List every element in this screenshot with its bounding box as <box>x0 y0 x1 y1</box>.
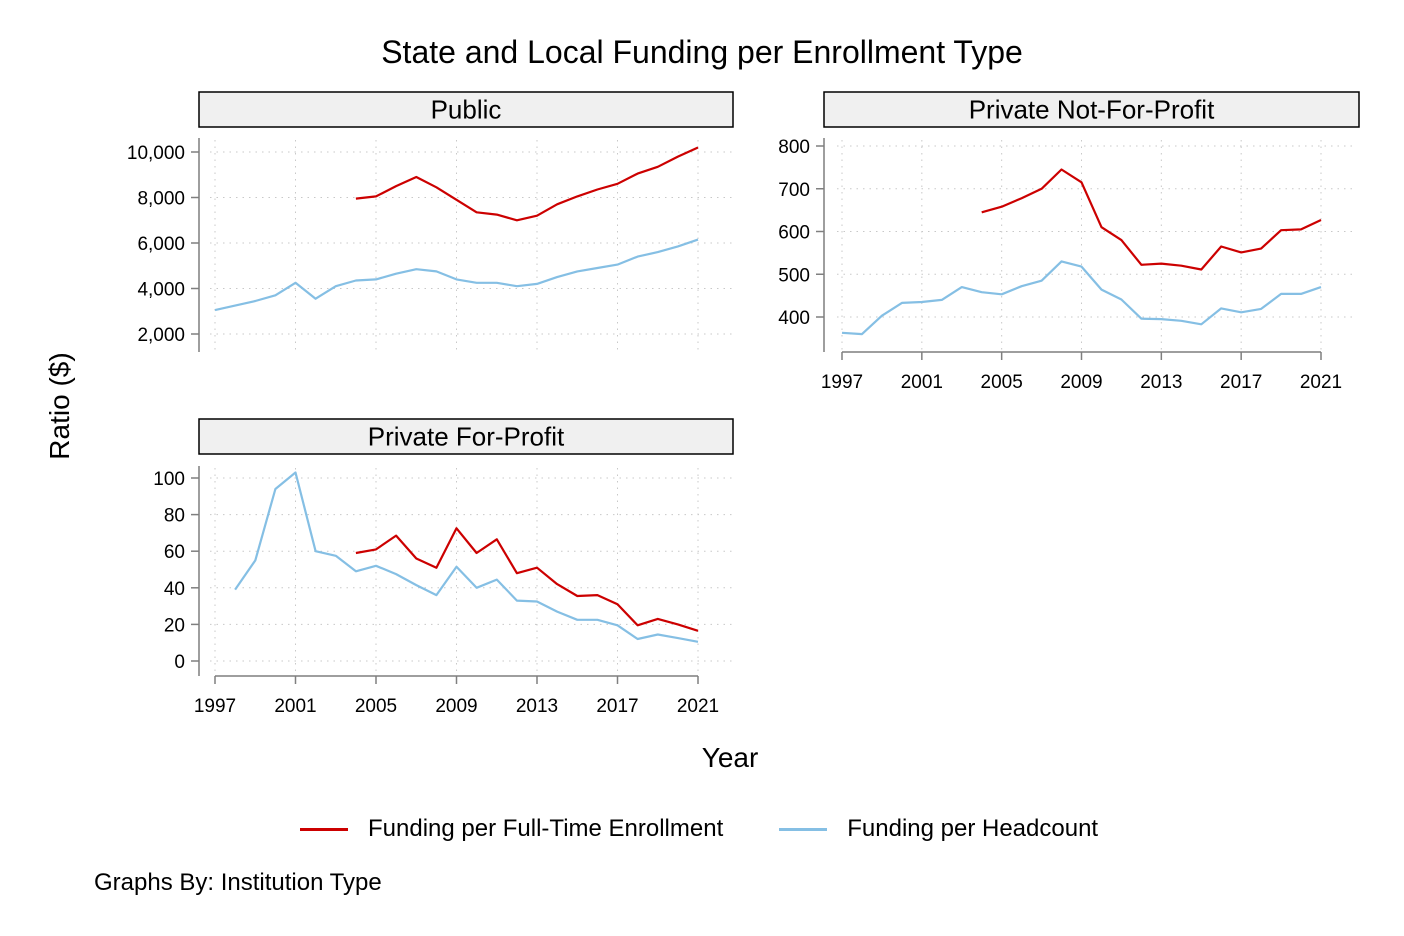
footnote: Graphs By: Institution Type <box>94 869 382 896</box>
x-tick-label-2017: 2017 <box>1220 372 1262 393</box>
x-tick-label-2001: 2001 <box>274 696 316 717</box>
legend-label-headcount: Funding per Headcount <box>847 815 1099 842</box>
legend: Funding per Full-Time Enrollment Funding… <box>300 812 1154 846</box>
series-line-funding-per-full-time-enrollment-public <box>355 146 699 222</box>
y-tick-label-700: 700 <box>778 180 810 201</box>
y-tick-label-40: 40 <box>164 579 185 600</box>
panel-private-not-for-profit: Private Not-For-Profit 400 500 600 700 800 199… <box>778 91 1360 393</box>
panel-header-public <box>198 91 734 128</box>
panel-public: Public 2,000 4,000 6,000 8,000 10,000 <box>127 91 734 352</box>
series-line-funding-per-full-time-enrollment-private-not-for-profit <box>981 168 1322 271</box>
panel-title-public: Public <box>431 95 502 125</box>
y-tick-label-0: 0 <box>174 652 185 673</box>
panel-header-private-for-profit <box>198 418 734 455</box>
y-tick-label-400: 400 <box>778 308 810 329</box>
x-tick-label-2021: 2021 <box>677 696 719 717</box>
x-tick-label-1997: 1997 <box>821 372 863 393</box>
series-line-funding-per-headcount-private-for-profit <box>234 471 699 643</box>
x-tick-label-2005: 2005 <box>981 372 1023 393</box>
y-tick-label-20: 20 <box>164 615 185 636</box>
panel-private-for-profit: Private For-Profit 0 20 40 60 80 100 1997 2001 20… <box>153 418 734 717</box>
x-tick-label-2009: 2009 <box>435 696 477 717</box>
panel-title-private-for-profit: Private For-Profit <box>368 422 565 452</box>
x-tick-label-2017: 2017 <box>596 696 638 717</box>
panel-header-private-not-for-profit <box>823 91 1360 128</box>
legend-label-full-time: Funding per Full-Time Enrollment <box>368 815 724 842</box>
x-tick-label-2021: 2021 <box>1300 372 1342 393</box>
y-tick-label-500: 500 <box>778 265 810 286</box>
y-tick-label-10000: 10,000 <box>127 143 185 164</box>
y-tick-label-80: 80 <box>164 506 185 527</box>
y-tick-label-100: 100 <box>153 469 185 490</box>
panel-title-private-not-for-profit: Private Not-For-Profit <box>969 95 1215 125</box>
x-tick-label-2001: 2001 <box>901 372 943 393</box>
legend-swatch-full-time <box>300 827 348 831</box>
legend-item-headcount: Funding per Headcount <box>779 815 1098 843</box>
y-tick-label-2000: 2,000 <box>137 325 185 346</box>
y-axis-label: Ratio ($) <box>44 352 75 460</box>
x-tick-label-2005: 2005 <box>355 696 397 717</box>
y-tick-label-60: 60 <box>164 542 185 563</box>
y-tick-label-6000: 6,000 <box>137 234 185 255</box>
x-tick-label-1997: 1997 <box>194 696 236 717</box>
x-tick-label-2009: 2009 <box>1060 372 1102 393</box>
y-tick-label-600: 600 <box>778 223 810 244</box>
series-line-funding-per-full-time-enrollment-private-for-profit <box>355 527 699 632</box>
x-axis-label: Year <box>701 742 759 773</box>
x-tick-label-2013: 2013 <box>516 696 558 717</box>
y-tick-label-800: 800 <box>778 137 810 158</box>
x-tick-label-2013: 2013 <box>1140 372 1182 393</box>
series-line-funding-per-headcount-private-not-for-profit <box>841 260 1322 336</box>
chart-title: State and Local Funding per Enrollment T… <box>381 34 1023 70</box>
y-tick-label-4000: 4,000 <box>137 280 185 301</box>
series-line-funding-per-headcount-public <box>214 238 699 312</box>
legend-swatch-headcount <box>779 827 828 831</box>
y-tick-label-8000: 8,000 <box>137 189 185 210</box>
legend-item-full-time: Funding per Full-Time Enrollment <box>300 815 723 843</box>
